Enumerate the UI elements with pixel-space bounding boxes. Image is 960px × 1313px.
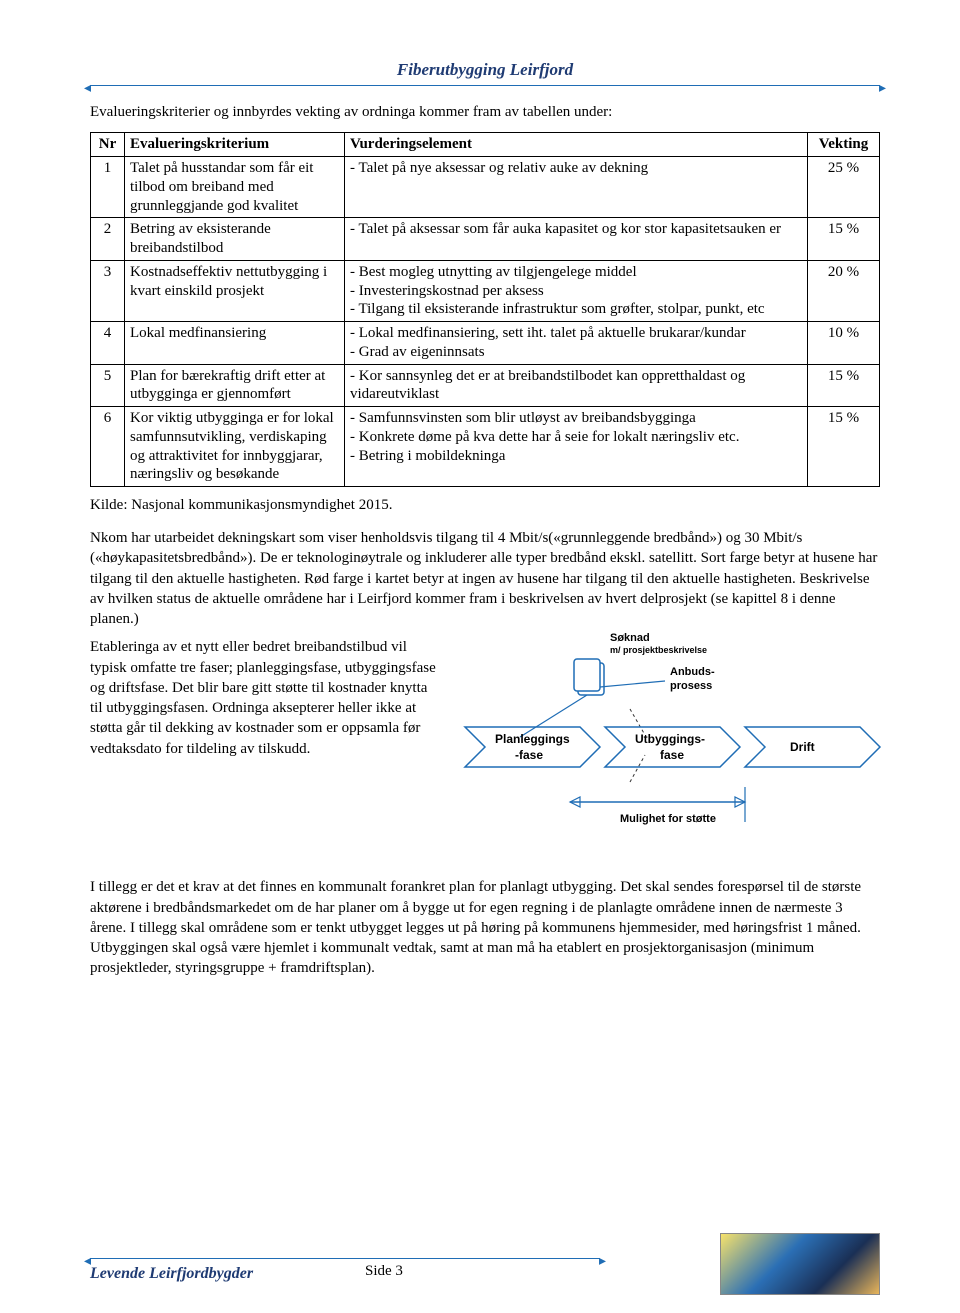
cell-vurdering: - Kor sannsynleg det er at breibandstilb… [345,364,808,407]
svg-text:Utbyggings-: Utbyggings- [635,732,705,746]
svg-text:fase: fase [660,748,684,762]
kilde-text: Kilde: Nasjonal kommunikasjonsmyndighet … [90,497,880,514]
footer-page-number: Side 3 [365,1263,403,1280]
cell-vekting: 25 % [808,157,880,218]
diagram-label-anbud-1: Anbuds- [670,666,715,678]
evaluation-table: Nr Evalueringskriterium Vurderingselemen… [90,132,880,487]
phase-planning: Planleggings -fase [465,727,600,767]
footer-arrow-left-icon: ◂ [84,1253,91,1270]
th-nr: Nr [91,133,125,157]
cell-vurdering: - Samfunnsvinsten som blir utløyst av br… [345,407,808,487]
cell-kriterium: Plan for bærekraftig drift etter at utby… [125,364,345,407]
th-vekting: Vekting [808,133,880,157]
th-kriterium: Evalueringskriterium [125,133,345,157]
cell-kriterium: Talet på husstandar som får eit tilbod o… [125,157,345,218]
page-header-title: Fiberutbygging Leirfjord [90,60,880,80]
cell-vekting: 15 % [808,407,880,487]
diagram-label-soknad: Søknad [610,632,650,644]
svg-text:-fase: -fase [515,748,543,762]
cell-vekting: 15 % [808,364,880,407]
diagram-label-mpros: m/ prosjektbeskrivelse [610,645,707,655]
table-row: 6Kor viktig utbygginga er for lokal samf… [91,407,880,487]
cell-nr: 5 [91,364,125,407]
table-row: 4Lokal medfinansiering- Lokal medfinansi… [91,322,880,365]
rule-arrow-left-icon: ◂ [84,80,91,97]
cell-kriterium: Kor viktig utbygginga er for lokal samfu… [125,407,345,487]
cell-kriterium: Lokal medfinansiering [125,322,345,365]
cell-kriterium: Betring av eksisterande breibandstilbod [125,218,345,261]
process-diagram: Søknad m/ prosjektbeskrivelse Anbuds- pr… [460,627,890,857]
cell-nr: 4 [91,322,125,365]
table-row: 2Betring av eksisterande breibandstilbod… [91,218,880,261]
intro-text: Evalueringskriterier og innbyrdes vektin… [90,102,880,122]
svg-text:Planleggings: Planleggings [495,732,570,746]
cell-nr: 1 [91,157,125,218]
rule-arrow-right-icon: ▸ [879,80,886,97]
cell-nr: 3 [91,260,125,321]
table-row: 1Talet på husstandar som får eit tilbod … [91,157,880,218]
footer-left-text: Levende Leirfjordbygder [90,1265,253,1282]
page-footer: ◂ ▸ Levende Leirfjordbygder Side 3 [90,1255,880,1283]
table-row: 3Kostnadseffektiv nettutbygging i kvart … [91,260,880,321]
footer-image [720,1233,880,1295]
paragraph-2: I tillegg er det et krav at det finnes e… [90,877,880,978]
dashed-line [630,755,645,782]
connector-line [520,695,587,737]
table-header-row: Nr Evalueringskriterium Vurderingselemen… [91,133,880,157]
diagram-label-anbud-2: prosess [670,680,712,692]
cell-vekting: 20 % [808,260,880,321]
diagram-label-mulighet: Mulighet for støtte [620,813,716,825]
phase-utbygging: Utbyggings- fase [605,727,740,767]
paragraph-1: Nkom har utarbeidet dekningskart som vis… [90,528,880,629]
document-icon [574,659,604,695]
cell-kriterium: Kostnadseffektiv nettutbygging i kvart e… [125,260,345,321]
cell-vekting: 15 % [808,218,880,261]
cell-vurdering: - Best mogleg utnytting av tilgjengelege… [345,260,808,321]
cell-vurdering: - Talet på aksessar som får auka kapasit… [345,218,808,261]
cell-vurdering: - Talet på nye aksessar og relativ auke … [345,157,808,218]
svg-text:Drift: Drift [790,740,815,754]
cell-vekting: 10 % [808,322,880,365]
header-rule: ◂ ▸ [90,82,880,88]
cell-vurdering: - Lokal medfinansiering, sett iht. talet… [345,322,808,365]
connector-line [600,681,665,687]
footer-arrow-right-icon: ▸ [599,1253,606,1270]
cell-nr: 6 [91,407,125,487]
phase-drift: Drift [745,727,880,767]
table-row: 5Plan for bærekraftig drift etter at utb… [91,364,880,407]
cell-nr: 2 [91,218,125,261]
th-vurdering: Vurderingselement [345,133,808,157]
paragraph-left: Etableringa av et nytt eller bedret brei… [90,637,440,759]
